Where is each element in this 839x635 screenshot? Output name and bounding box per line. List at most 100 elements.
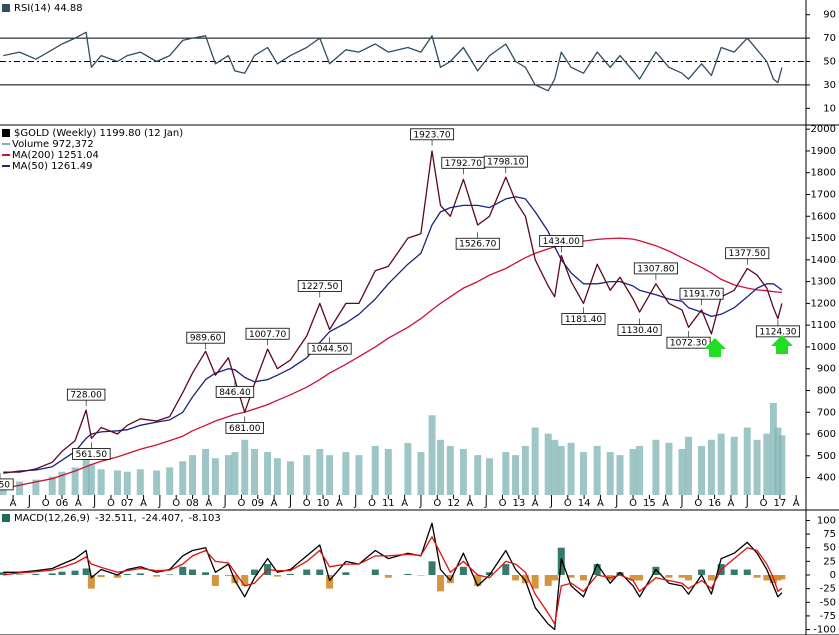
bar <box>211 575 219 586</box>
series-line <box>3 522 783 631</box>
bar <box>551 575 559 581</box>
x-tick-label: 10 <box>317 498 330 509</box>
panel <box>0 519 810 631</box>
bar <box>303 569 311 575</box>
annotation-box <box>455 237 500 250</box>
annotation-label: 1.50 <box>0 480 10 490</box>
bar <box>531 427 539 495</box>
bar <box>707 575 715 581</box>
y-tick-label: 1700 <box>811 190 836 201</box>
y-tick-label: 50 <box>823 543 836 554</box>
bar <box>371 445 379 495</box>
bar <box>384 449 392 495</box>
bar <box>685 575 693 581</box>
bar <box>417 575 425 576</box>
bar <box>355 455 363 495</box>
series-line <box>3 196 783 474</box>
y-tick-label: 70 <box>823 33 836 44</box>
bar <box>342 452 350 495</box>
bar <box>224 455 232 495</box>
annotation: 1434.00 <box>539 235 584 253</box>
bar <box>717 433 725 495</box>
annotation: 1526.70 <box>455 232 500 250</box>
annotation-label: 1072.30 <box>670 339 707 349</box>
annotation: 1124.30 <box>755 319 800 337</box>
buy-arrow <box>704 338 726 357</box>
y-tick-label: 1200 <box>811 298 836 309</box>
bar <box>665 575 673 578</box>
bar <box>485 458 493 495</box>
bar <box>58 571 66 575</box>
bar <box>678 575 686 578</box>
bar <box>58 471 66 495</box>
bar <box>251 569 259 575</box>
bar <box>521 575 529 584</box>
bar <box>593 445 601 495</box>
y-tick-label: 1100 <box>811 320 836 331</box>
annotation-box <box>725 247 770 260</box>
bar <box>474 575 482 586</box>
bar <box>82 458 90 495</box>
annotation-box <box>410 128 455 141</box>
series-line <box>3 536 783 625</box>
bar <box>502 564 510 575</box>
bar <box>342 572 350 575</box>
bar <box>231 452 239 495</box>
bar <box>32 573 40 575</box>
bar <box>32 479 40 495</box>
x-tick-label: 15 <box>643 498 656 509</box>
y-tick-label: 1000 <box>811 342 836 353</box>
bar <box>685 436 693 495</box>
annotation-label: 561.50 <box>76 450 108 460</box>
x-tick-label: J <box>418 498 422 509</box>
annotation-label: 989.60 <box>190 334 222 344</box>
bar <box>652 566 660 575</box>
bar <box>241 439 249 495</box>
bar <box>251 449 259 495</box>
x-tick-label: A <box>466 498 473 509</box>
y-tick-label: 600 <box>817 429 836 440</box>
x-tick-label: O <box>42 498 50 509</box>
bar <box>286 573 294 575</box>
bar <box>502 452 510 495</box>
x-tick-label: J <box>27 498 31 509</box>
y-tick-label: -100 <box>813 625 836 635</box>
bar <box>384 575 392 578</box>
annotation-box <box>666 336 711 349</box>
bar <box>730 569 738 575</box>
y-tick-label: 25 <box>823 556 836 567</box>
x-tick-label: J <box>680 498 684 509</box>
annotation: 1130.40 <box>617 318 662 336</box>
annotation-label: 1307.80 <box>637 264 674 274</box>
x-tick-label: J <box>745 498 749 509</box>
y-tick-label: -50 <box>820 597 836 608</box>
bar <box>763 433 771 495</box>
y-tick-label: 900 <box>817 364 836 375</box>
x-tick-label: O <box>368 498 376 509</box>
annotation: 1307.80 <box>633 262 678 280</box>
y-tick-label: 90 <box>823 10 836 21</box>
bar <box>652 439 660 495</box>
bar <box>48 476 56 495</box>
annotation-box <box>225 421 264 434</box>
bar <box>616 572 624 575</box>
legend: $GOLD (Weekly) 1199.80 (12 Jan)Volume 97… <box>2 128 183 172</box>
bar <box>474 455 482 495</box>
annotation-label: 1377.50 <box>729 249 766 259</box>
y-tick-label: 1400 <box>811 255 836 266</box>
x-tick-label: 07 <box>121 498 134 509</box>
y-tick-label: 100 <box>817 515 836 526</box>
y-tick-label: 30 <box>823 80 836 91</box>
x-tick-label: A <box>336 498 343 509</box>
bar <box>179 566 187 575</box>
x-tick-label: O <box>172 498 180 509</box>
bar <box>113 575 121 578</box>
annotation: 1044.50 <box>307 337 352 355</box>
bar <box>136 573 144 575</box>
x-tick-label: O <box>303 498 311 509</box>
bar <box>579 452 587 495</box>
annotation: 1.50 <box>0 472 14 490</box>
bar <box>437 439 445 495</box>
bar <box>211 458 219 495</box>
bar <box>316 569 324 575</box>
